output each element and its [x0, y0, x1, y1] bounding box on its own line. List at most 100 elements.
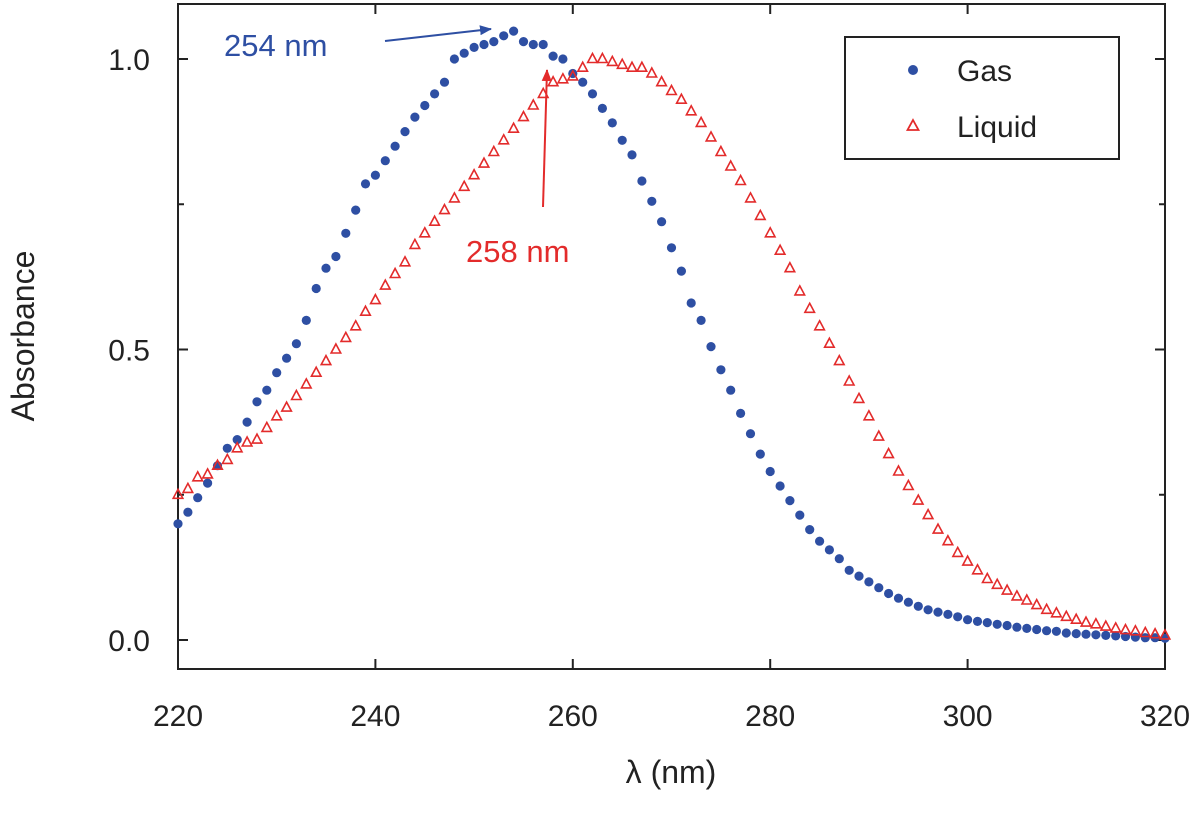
- gas-point: [657, 217, 667, 227]
- gas-point: [183, 507, 193, 517]
- liquid-point: [803, 301, 816, 314]
- gas-point: [1140, 633, 1150, 643]
- gas-point: [449, 54, 459, 64]
- liquid-point: [635, 60, 649, 72]
- gas-point: [538, 39, 548, 50]
- gas-point: [726, 385, 736, 395]
- gas-point: [765, 466, 775, 477]
- liquid-point: [606, 54, 619, 67]
- gas-point: [479, 39, 489, 50]
- gas-point: [341, 228, 351, 238]
- liquid-point: [941, 534, 955, 546]
- liquid-point: [852, 391, 866, 404]
- gas-point: [173, 519, 183, 529]
- liquid-point: [319, 353, 333, 366]
- gas-point: [1002, 620, 1012, 631]
- liquid-point: [467, 167, 481, 180]
- gas-point: [647, 196, 657, 206]
- liquid-point: [201, 467, 214, 479]
- liquid-point: [724, 159, 737, 171]
- gas-point: [815, 536, 825, 546]
- liquid-point: [991, 577, 1004, 590]
- gas-point: [1130, 632, 1140, 642]
- liquid-point: [517, 109, 530, 122]
- liquid-point: [685, 104, 698, 116]
- annotation-gas-peak-label: 254 nm: [224, 28, 327, 63]
- liquid-point: [1040, 602, 1053, 615]
- liquid-point: [655, 75, 668, 87]
- gas-point: [203, 478, 213, 488]
- liquid-point: [912, 493, 925, 505]
- liquid-point: [645, 66, 658, 78]
- gas-point: [736, 408, 746, 418]
- gas-point: [834, 554, 844, 564]
- liquid-point: [369, 292, 382, 305]
- y-tick-label: 0.5: [108, 335, 150, 368]
- gas-point: [982, 618, 992, 628]
- x-axis-title: λ (nm): [626, 754, 717, 790]
- liquid-point: [388, 266, 402, 279]
- gas-point: [607, 118, 617, 128]
- gas-point: [1051, 626, 1061, 636]
- gas-point: [686, 298, 696, 308]
- gas-point: [953, 612, 963, 622]
- gas-point: [1071, 629, 1081, 639]
- gas-point: [824, 545, 835, 555]
- liquid-point: [349, 319, 362, 331]
- gas-point: [992, 619, 1002, 629]
- gas-point: [1012, 622, 1022, 632]
- liquid-point: [1060, 609, 1073, 622]
- gas-point: [351, 205, 361, 215]
- liquid-point: [882, 446, 895, 459]
- gas-point: [972, 616, 983, 627]
- liquid-point: [872, 429, 885, 441]
- liquid-point: [290, 388, 303, 401]
- axis-tick-labels: 220 240 260 280 300 320 0.0 0.5 1.0: [108, 44, 1190, 733]
- plot-frame: [177, 3, 1166, 670]
- gas-point: [252, 397, 262, 407]
- gas-point: [508, 26, 519, 36]
- gas-point: [903, 597, 914, 607]
- gas-point: [676, 266, 687, 276]
- liquid-point: [704, 130, 718, 142]
- gas-point: [864, 577, 874, 587]
- liquid-point: [862, 409, 876, 421]
- gas-point: [380, 156, 390, 166]
- liquid-point: [408, 237, 422, 250]
- gas-point: [1042, 626, 1052, 636]
- gas-point: [370, 170, 380, 180]
- gas-point: [430, 89, 440, 99]
- liquid-point: [616, 57, 629, 70]
- liquid-point: [843, 374, 856, 386]
- gas-point: [637, 176, 647, 186]
- gas-point: [1022, 623, 1032, 634]
- gas-point: [282, 353, 292, 363]
- liquid-point: [675, 92, 688, 104]
- liquid-point: [1119, 622, 1132, 635]
- axis-ticks: [177, 4, 1166, 669]
- gas-point: [439, 77, 450, 87]
- liquid-point: [171, 487, 185, 500]
- gas-point: [943, 609, 953, 620]
- annotation-gas-peak: 254 nm: [224, 25, 492, 63]
- liquid-point: [1099, 619, 1112, 631]
- gas-point: [193, 493, 203, 503]
- gas-point: [459, 48, 469, 58]
- gas-point: [1081, 629, 1091, 639]
- gas-point: [489, 37, 499, 47]
- gas-point: [528, 39, 538, 50]
- liquid-point: [773, 243, 787, 255]
- y-axis-title: Absorbance: [5, 251, 41, 422]
- gas-point: [666, 243, 677, 253]
- gas-point: [321, 263, 331, 273]
- gas-point: [785, 496, 795, 506]
- gas-point: [617, 135, 627, 145]
- liquid-point: [576, 60, 589, 72]
- gas-point: [262, 385, 272, 395]
- gas-point: [716, 365, 726, 375]
- legend-box: [844, 36, 1120, 160]
- gas-point: [755, 449, 765, 459]
- gas-point: [222, 443, 232, 453]
- liquid-point: [1148, 627, 1162, 639]
- gas-point: [499, 31, 509, 41]
